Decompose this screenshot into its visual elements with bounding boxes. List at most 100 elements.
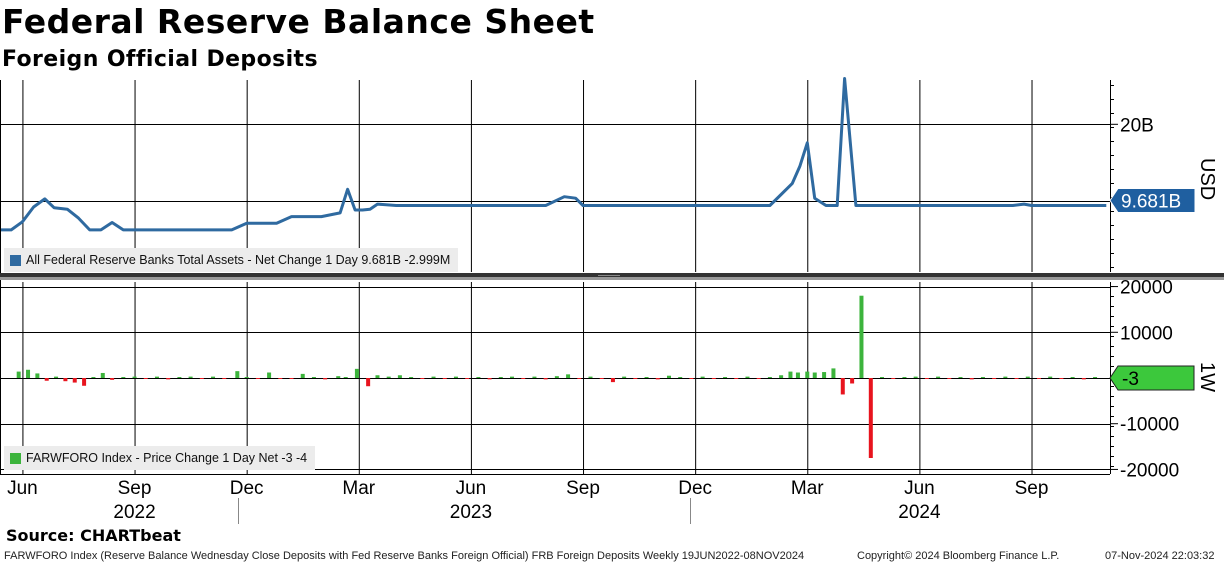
bar xyxy=(788,371,793,378)
x-month-label: Jun xyxy=(456,478,487,499)
x-month-label: Sep xyxy=(1015,478,1049,499)
bar xyxy=(969,378,974,380)
bar xyxy=(700,376,705,378)
bar xyxy=(255,378,260,379)
x-month-label: Dec xyxy=(678,478,712,499)
bar xyxy=(166,378,171,380)
bar xyxy=(1048,376,1053,378)
bar xyxy=(121,377,126,378)
legend-bottom-label: FARWFORO Index - Price Change 1 Day Net … xyxy=(26,451,308,465)
bar xyxy=(723,377,728,378)
x-year-label: 2023 xyxy=(450,502,492,523)
bar xyxy=(465,378,470,379)
bottom-y-tick-label: 10000 xyxy=(1120,323,1173,344)
bar xyxy=(779,375,784,378)
footer-description: FARWFORO Index (Reserve Balance Wednesda… xyxy=(4,550,805,562)
bar xyxy=(366,378,371,387)
bar xyxy=(1093,377,1098,378)
bar xyxy=(211,376,216,378)
last-value-label-top: 9.681B xyxy=(1121,192,1181,213)
bar xyxy=(188,376,193,378)
line-series xyxy=(0,77,1107,232)
x-month-label: Jun xyxy=(7,478,38,499)
x-month-label: Mar xyxy=(791,478,824,499)
last-value-label-bottom: -3 xyxy=(1122,369,1139,390)
bar xyxy=(880,377,885,378)
axis-labels: 20B 9.681B USD 20000 10000 -10000 -20000 -3 1W Ju… xyxy=(7,115,1218,523)
bar xyxy=(689,378,694,379)
top-axis-title: USD xyxy=(1196,158,1218,200)
bar xyxy=(1014,378,1019,379)
bar xyxy=(323,378,328,380)
bar xyxy=(745,376,750,378)
bar xyxy=(795,372,800,378)
x-month-label: Dec xyxy=(230,478,264,499)
bar xyxy=(1036,378,1041,379)
bar xyxy=(442,378,447,379)
chart-title: Federal Reserve Balance Sheet xyxy=(2,2,595,41)
legend-swatch-line xyxy=(10,255,21,266)
bar xyxy=(235,371,240,378)
bar xyxy=(278,378,283,379)
bar xyxy=(666,375,671,378)
chart-axes xyxy=(0,80,1224,524)
bar xyxy=(177,377,182,378)
bar xyxy=(26,369,31,378)
bar xyxy=(476,377,481,378)
bar xyxy=(947,378,952,379)
bar xyxy=(386,376,391,378)
bar xyxy=(375,375,380,378)
bar xyxy=(487,378,492,380)
bottom-y-tick-label: 20000 xyxy=(1120,278,1173,299)
x-year-label: 2022 xyxy=(113,502,155,523)
bar xyxy=(100,372,105,378)
legend-top: All Federal Reserve Banks Total Assets -… xyxy=(4,248,459,272)
bar xyxy=(54,376,59,378)
bar xyxy=(431,376,436,378)
legend-swatch-bar xyxy=(10,453,21,464)
bar xyxy=(44,378,49,381)
bar xyxy=(678,377,683,378)
footer-copyright: Copyright© 2024 Bloomberg Finance L.P. xyxy=(857,550,1060,562)
bar xyxy=(420,378,425,379)
bar xyxy=(409,377,414,378)
bar xyxy=(498,377,503,378)
bar xyxy=(822,372,827,378)
bar xyxy=(72,378,77,383)
bar xyxy=(521,378,526,379)
bar xyxy=(63,378,68,382)
bar xyxy=(1070,377,1075,378)
bar xyxy=(924,378,929,379)
bar xyxy=(16,371,21,378)
bar xyxy=(110,378,115,380)
bar xyxy=(868,378,873,458)
x-month-label: Sep xyxy=(118,478,152,499)
bar xyxy=(980,377,985,378)
bar xyxy=(132,376,137,378)
bar xyxy=(82,378,87,386)
bar xyxy=(936,376,941,378)
bar xyxy=(453,376,458,378)
bar xyxy=(510,376,515,378)
bar xyxy=(850,378,855,384)
bottom-y-tick-label: -20000 xyxy=(1120,460,1179,481)
last-value-badge-top xyxy=(1109,188,1196,214)
bottom-axis-title: 1W xyxy=(1196,362,1218,392)
chart-subtitle: Foreign Official Deposits xyxy=(2,47,318,72)
bar xyxy=(199,378,204,379)
bar xyxy=(655,378,660,380)
bar xyxy=(902,377,907,378)
legend-bottom: FARWFORO Index - Price Change 1 Day Net … xyxy=(4,446,316,470)
bar xyxy=(222,378,227,379)
bar xyxy=(244,377,249,378)
bar xyxy=(289,378,294,379)
bar xyxy=(354,368,359,378)
bar xyxy=(336,376,341,378)
bar xyxy=(1025,376,1030,378)
bar xyxy=(143,378,148,379)
bar xyxy=(831,368,836,378)
bar xyxy=(566,374,571,378)
bar xyxy=(1003,376,1008,378)
footer-timestamp: 07-Nov-2024 22:03:32 xyxy=(1105,550,1215,562)
bar xyxy=(805,371,810,378)
